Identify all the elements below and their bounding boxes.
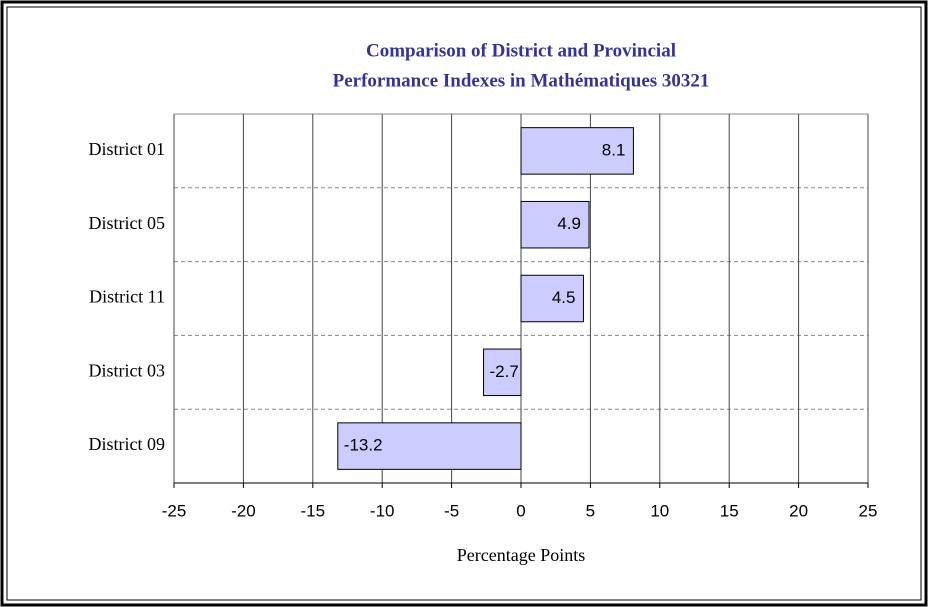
data-label: 4.9 [557, 214, 581, 233]
bar [520, 127, 634, 175]
y-tick-label: District 05 [89, 213, 166, 233]
y-tick-label: District 03 [89, 360, 166, 380]
x-axis-title: Percentage Points [457, 545, 585, 565]
x-tick-label: -15 [301, 501, 326, 520]
chart-title: Performance Indexes in Mathématiques 303… [333, 70, 710, 91]
inner-border [6, 6, 922, 601]
bar [520, 274, 584, 323]
y-tick-label: District 11 [89, 287, 165, 307]
x-tick-label: 15 [720, 501, 739, 520]
y-tick-label: District 01 [89, 139, 166, 159]
x-tick-label: 0 [516, 501, 525, 520]
x-tick-label: -10 [370, 501, 395, 520]
bar [337, 422, 522, 470]
x-tick-label: -5 [444, 501, 459, 520]
data-label: -13.2 [344, 436, 383, 455]
chart-title: Comparison of District and Provincial [366, 40, 676, 61]
x-tick-label: 10 [650, 501, 669, 520]
bar [483, 348, 522, 397]
data-label: -2.7 [490, 362, 519, 381]
data-label: 8.1 [602, 140, 626, 159]
x-tick-label: 5 [586, 501, 595, 520]
x-tick-label: -25 [162, 501, 187, 520]
x-tick-label: -20 [231, 501, 256, 520]
y-tick-label: District 09 [89, 434, 166, 454]
x-tick-label: 25 [859, 501, 878, 520]
data-label: 4.5 [552, 288, 576, 307]
x-tick-label: 20 [789, 501, 808, 520]
bar [520, 200, 590, 249]
